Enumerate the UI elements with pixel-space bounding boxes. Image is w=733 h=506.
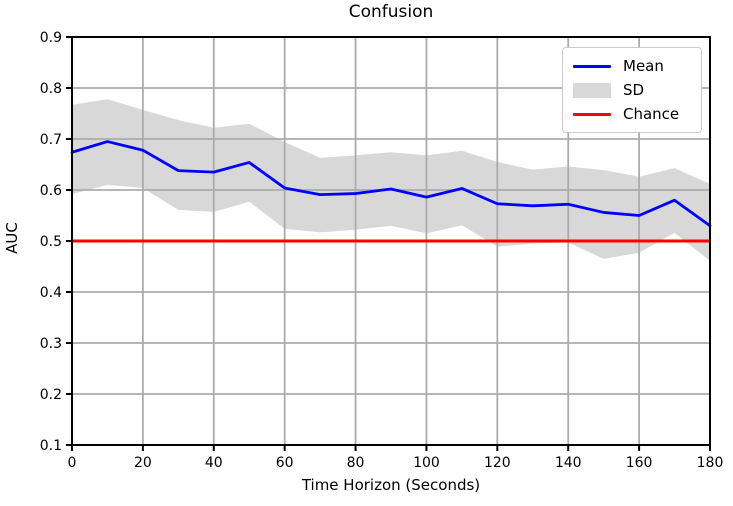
sd-patch-swatch-icon [573, 82, 611, 98]
legend-label-chance: Chance [623, 104, 680, 123]
y-tick-label: 0.8 [40, 81, 62, 97]
y-tick-label: 0.1 [40, 438, 62, 454]
x-tick-label: 0 [68, 455, 77, 471]
x-tick-label: 100 [413, 455, 440, 471]
x-tick-label: 60 [276, 455, 294, 471]
chance-line-swatch-icon [573, 112, 611, 116]
y-tick-label: 0.5 [40, 234, 62, 250]
y-tick-label: 0.7 [40, 132, 62, 148]
x-axis-label: Time Horizon (Seconds) [301, 476, 481, 494]
x-tick-label: 120 [484, 455, 511, 471]
legend-item-sd: SD [573, 78, 691, 102]
chart-title: Confusion [348, 2, 434, 22]
legend-item-chance: Chance [573, 102, 691, 126]
y-tick-label: 0.3 [40, 336, 62, 352]
x-tick-label: 40 [205, 455, 223, 471]
y-tick-label: 0.9 [40, 30, 62, 46]
y-tick-label: 0.2 [40, 387, 62, 403]
mean-line [70, 140, 712, 228]
legend-label-mean: Mean [623, 56, 664, 75]
y-tick-label: 0.6 [40, 183, 62, 199]
legend: Mean SD Chance [562, 47, 702, 133]
legend-label-sd: SD [623, 80, 645, 99]
legend-item-mean: Mean [573, 54, 691, 78]
x-tick-label: 20 [134, 455, 152, 471]
mean-line-swatch-icon [573, 64, 611, 68]
x-tick-label: 140 [555, 455, 582, 471]
y-axis-label: AUC [3, 222, 21, 254]
x-tick-label: 80 [347, 455, 365, 471]
y-tick-label: 0.4 [40, 285, 62, 301]
x-tick-label: 160 [626, 455, 653, 471]
x-tick-label: 180 [697, 455, 724, 471]
